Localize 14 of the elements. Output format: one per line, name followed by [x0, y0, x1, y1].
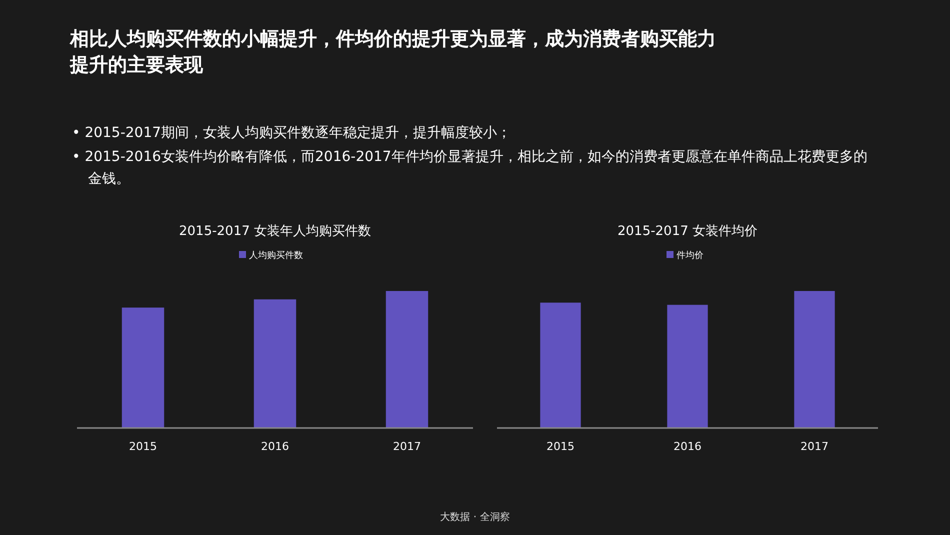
x-tick-label: 2016 [261, 440, 289, 453]
x-tick-label: 2015 [546, 440, 574, 453]
x-tick-label: 2017 [800, 440, 828, 453]
x-tick-label: 2017 [393, 440, 421, 453]
chart-title: 2015-2017 女装年人均购买件数 [179, 224, 371, 239]
text: 相比人均购买件数的小幅提升，件均价的提升更为显著，成为消费者购买能力提升的主要表现 [70, 27, 717, 78]
text: • 2015-2017期间，女装人均购买件数逐年稳定提升，提升幅度较小； [72, 124, 512, 143]
text: 大数据 · 全洞察 [439, 510, 511, 524]
x-tick-label: 2016 [674, 440, 702, 453]
text: • 2015-2016女装件均价略有降低，而2016-2017年件均价显著提升，相比之前，如今的消费者更愿意在单件商品上花费更多的金钱。 [72, 148, 868, 189]
legend-label: 件均价 [676, 250, 704, 261]
chart-title: 2015-2017 女装件均价 [618, 224, 758, 239]
legend-label: 人均购买件数 [249, 250, 303, 261]
x-tick-label: 2015 [129, 440, 157, 453]
